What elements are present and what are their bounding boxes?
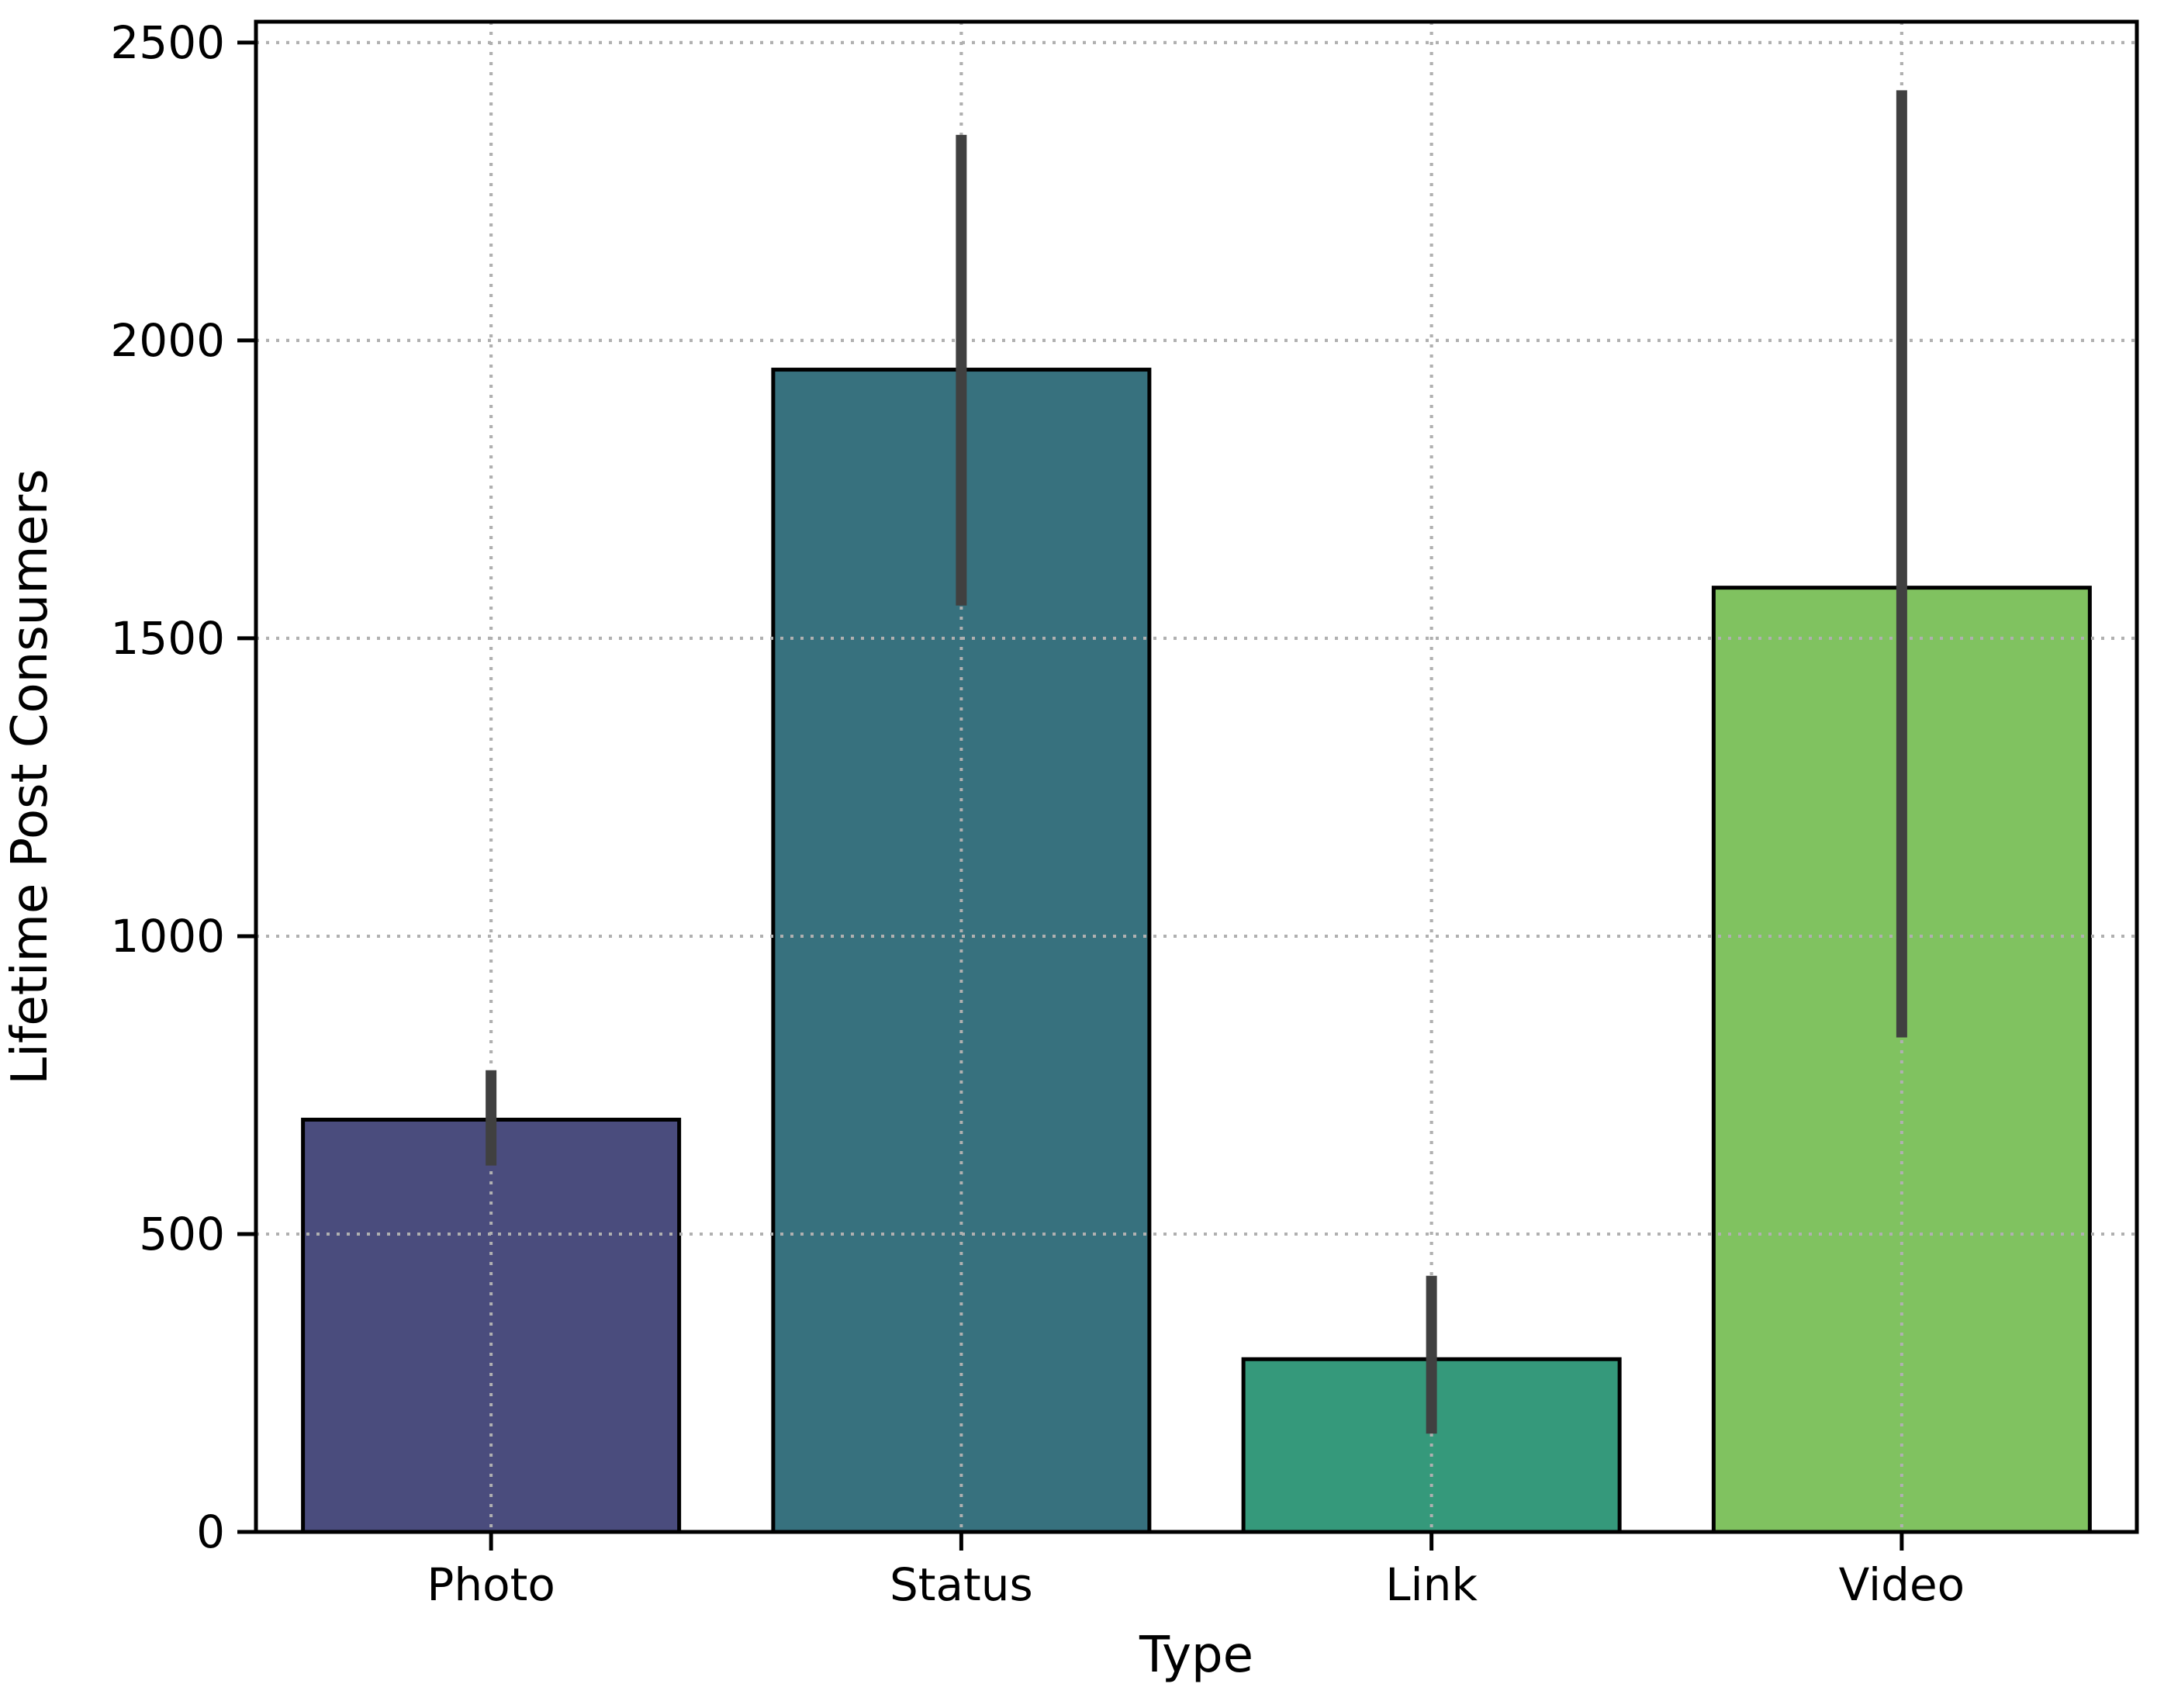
error-bars — [486, 90, 1907, 1434]
x-tick-label-video: Video — [1839, 1558, 1965, 1611]
y-tick-label-5: 2500 — [110, 16, 225, 69]
y-tick-label-1: 500 — [139, 1208, 225, 1260]
y-tick-label-2: 1000 — [110, 910, 225, 963]
y-tick-label-0: 0 — [196, 1506, 225, 1558]
x-tick-label-photo: Photo — [427, 1558, 555, 1611]
y-axis-ticks: 0 500 1000 1500 2000 2500 — [110, 16, 256, 1558]
y-tick-label-3: 1500 — [110, 612, 225, 665]
x-axis-title: Type — [1139, 1627, 1253, 1684]
bars — [256, 22, 2137, 1534]
y-tick-label-4: 2000 — [110, 314, 225, 367]
x-tick-label-status: Status — [890, 1558, 1033, 1611]
bar-photo — [301, 1118, 682, 1534]
x-tick-label-link: Link — [1385, 1558, 1478, 1611]
x-axis-ticks: Photo Status Link Video — [427, 1532, 1965, 1611]
y-axis-title: Lifetime Post Consumers — [2, 468, 59, 1084]
plot-frame — [254, 19, 2139, 1534]
